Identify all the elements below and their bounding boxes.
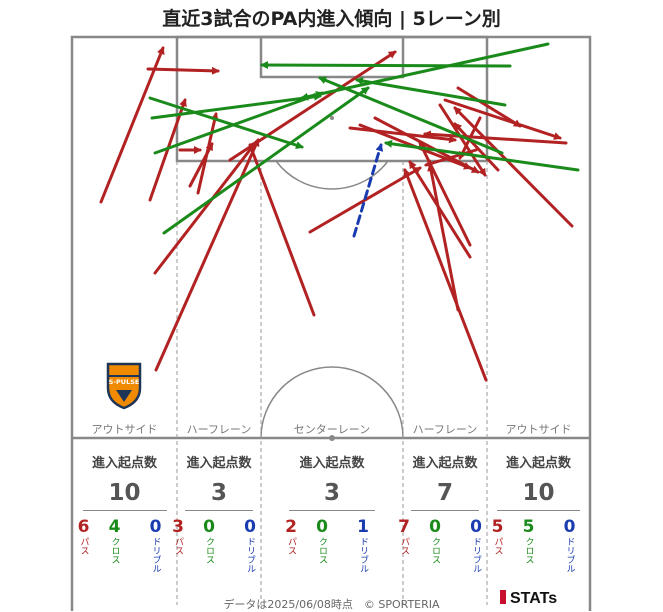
lane-stats-center: 進入起点数 3 2 パス 0 クロス 1 ドリブル	[261, 452, 403, 573]
cross-arrow	[162, 86, 370, 235]
lane-label-halfspace-right: ハーフレーン	[412, 423, 478, 436]
lane-label-halfspace-left: ハーフレーン	[186, 423, 252, 436]
stat-pass-label: パス	[286, 537, 296, 555]
cross-arrow	[318, 76, 504, 155]
cross-arrow	[355, 77, 507, 107]
pass-arrow	[427, 163, 460, 312]
dribble-arrow	[352, 143, 384, 238]
stat-cross-count: 5	[522, 517, 535, 537]
brand-name: STATs	[510, 590, 558, 607]
stat-cross-label: クロス	[523, 537, 534, 564]
pass-arrow	[196, 112, 219, 195]
stat-total: 3	[210, 480, 227, 506]
cross-arrow	[153, 91, 324, 155]
stat-dribble-label: ドリブル	[358, 537, 368, 573]
lane-stats-outside-left: 進入起点数 10 6 パス 4 クロス 0 ドリブル	[72, 452, 177, 573]
pass-arrow	[146, 66, 220, 75]
pass-arrow	[423, 130, 568, 145]
lane-label-center: センターレーン	[293, 423, 371, 436]
pass-arrow	[453, 122, 500, 172]
pass-arrow	[438, 103, 487, 177]
svg-text:S-PULSE: S-PULSE	[109, 378, 140, 386]
stat-pass-count: 3	[172, 517, 184, 537]
stat-cross-label: クロス	[430, 537, 440, 564]
stat-dribble-count: 0	[470, 517, 482, 537]
stat-pass-count: 6	[77, 517, 90, 537]
stat-title: 進入起点数	[505, 456, 571, 471]
stat-cross-count: 0	[429, 517, 441, 537]
stat-cross-count: 0	[316, 517, 328, 537]
penalty-spot	[330, 116, 334, 120]
cross-arrow	[384, 139, 580, 172]
stat-total: 7	[436, 480, 453, 506]
club-crest-icon: S-PULSE	[106, 362, 142, 410]
stat-pass-label: パス	[399, 537, 409, 555]
pass-arrow	[153, 140, 258, 275]
pass-arrow	[373, 116, 480, 174]
stat-title: 進入起点数	[91, 456, 157, 471]
stat-cross-count: 4	[108, 517, 121, 537]
lane-label-outside-right: アウトサイド	[505, 423, 572, 436]
lane-label-outside-left: アウトサイド	[91, 423, 158, 436]
stat-title: 進入起点数	[186, 456, 252, 471]
brand-logo: STATs	[500, 590, 557, 608]
pass-arrow	[154, 138, 260, 372]
stat-total: 10	[108, 480, 141, 506]
stat-cross-label: クロス	[204, 537, 214, 564]
footer-credit: データは2025/06/08時点 © SPORTERIA	[223, 598, 440, 611]
goal-area	[259, 35, 405, 79]
pass-arrow	[248, 143, 316, 317]
center-circle	[260, 366, 404, 439]
stat-dribble-label: ドリブル	[564, 537, 575, 573]
pass-arrow	[443, 98, 562, 140]
pass-arrow	[424, 148, 478, 168]
stat-pass-label: パス	[173, 537, 183, 555]
stat-dribble-label: ドリブル	[150, 537, 161, 573]
entry-arrows	[99, 42, 580, 382]
lane-stats-halfspace-left: 進入起点数 3 3 パス 0 クロス 0 ドリブル	[172, 452, 261, 573]
cross-arrow	[260, 61, 512, 70]
stat-title: 進入起点数	[412, 456, 478, 471]
pass-arrow	[418, 141, 472, 247]
stat-pass-count: 7	[398, 517, 410, 537]
pass-arrow	[458, 116, 482, 160]
pass-arrow	[456, 86, 522, 128]
stat-dribble-count: 1	[357, 517, 369, 537]
stat-pass-count: 2	[285, 517, 297, 537]
stat-cross-label: クロス	[317, 537, 327, 564]
stat-total: 10	[522, 480, 555, 506]
stat-cross-count: 0	[203, 517, 215, 537]
center-spot	[329, 435, 335, 441]
pass-arrow	[99, 46, 165, 204]
penalty-arc	[275, 160, 389, 190]
brand-mark-icon	[500, 590, 506, 604]
stat-dribble-label: ドリブル	[245, 537, 255, 573]
pitch-lines	[70, 35, 592, 611]
stat-title: 進入起点数	[299, 456, 365, 471]
stat-pass-label: パス	[78, 537, 89, 555]
stat-total: 3	[323, 480, 340, 506]
lane-stats-outside-right: 進入起点数 10 5 パス 5 クロス 0 ドリブル	[487, 452, 590, 573]
cross-arrow	[150, 92, 322, 120]
page-title: 直近3試合のPA内進入傾向 | 5レーン別	[162, 8, 501, 30]
penalty-area	[175, 35, 489, 163]
stat-dribble-count: 0	[563, 517, 576, 537]
stat-dribble-count: 0	[244, 517, 256, 537]
stat-pass-label: パス	[492, 537, 503, 555]
stat-dribble-label: ドリブル	[471, 537, 481, 573]
pass-arrow	[403, 168, 488, 382]
stat-dribble-count: 0	[149, 517, 162, 537]
cross-arrow	[300, 42, 550, 101]
pass-arrow	[228, 50, 397, 162]
cross-arrow	[148, 96, 304, 149]
stat-pass-count: 5	[491, 517, 504, 537]
pass-arrow	[408, 160, 472, 259]
stat-cross-label: クロス	[109, 537, 120, 564]
lane-stats-halfspace-right: 進入起点数 7 7 パス 0 クロス 0 ドリブル	[398, 452, 487, 573]
